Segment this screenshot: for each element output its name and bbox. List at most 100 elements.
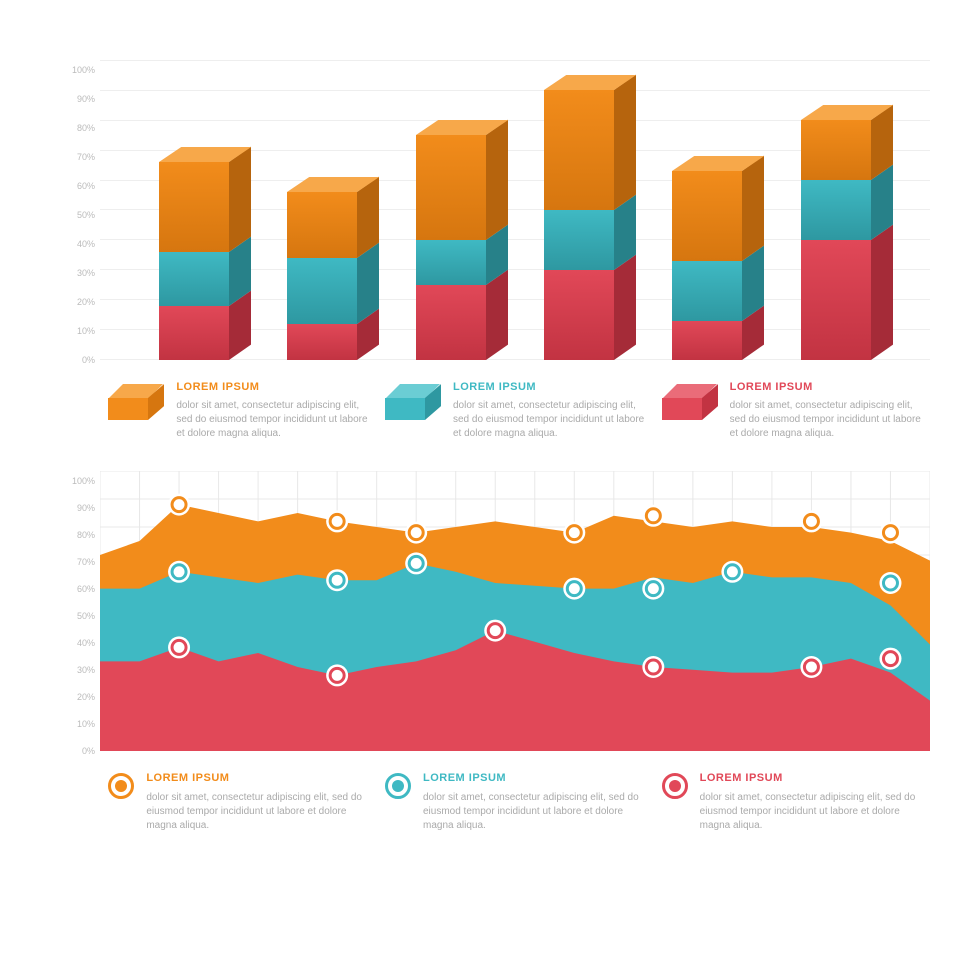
legend-item-orange: LOREM IPSUMdolor sit amet, consectetur a… [108, 771, 368, 832]
area-marker-orange [563, 522, 585, 544]
bar-segment-orange [801, 120, 871, 180]
bar-segment-red [287, 324, 357, 360]
bar-top-cap [287, 177, 357, 192]
y-tick-label: 70% [50, 557, 95, 567]
legend-title: LOREM IPSUM [730, 380, 922, 395]
bar-segment-teal [801, 180, 871, 240]
y-tick-label: 10% [50, 326, 95, 336]
legend-title: LOREM IPSUM [700, 771, 922, 786]
y-tick-label: 30% [50, 665, 95, 675]
bar [544, 90, 614, 360]
bar [159, 162, 229, 360]
area-marker-teal [721, 561, 743, 583]
y-tick-label: 20% [50, 692, 95, 702]
bar-chart-legend: LOREM IPSUM dolor sit amet, consectetur a… [100, 380, 930, 441]
area-marker-orange [168, 494, 190, 516]
y-tick-label: 10% [50, 719, 95, 729]
area-marker-red [326, 665, 348, 687]
y-tick-label: 70% [50, 152, 95, 162]
y-tick-label: 20% [50, 297, 95, 307]
legend-item-teal: LOREM IPSUM dolor sit amet, consectetur a… [385, 380, 645, 441]
y-tick-label: 100% [50, 65, 95, 75]
y-tick-label: 50% [50, 210, 95, 220]
bar-chart: 0%10%20%30%40%50%60%70%80%90%100% [100, 60, 930, 360]
bar-segment-red [159, 306, 229, 360]
legend-circle-icon [662, 773, 688, 799]
y-tick-label: 80% [50, 530, 95, 540]
legend-text: LOREM IPSUM dolor sit amet, consectetur a… [176, 380, 368, 441]
bar-chart-y-axis: 0%10%20%30%40%50%60%70%80%90%100% [50, 60, 95, 360]
legend-cube-icon [662, 384, 718, 424]
y-tick-label: 90% [50, 503, 95, 513]
bar-segment-red [416, 285, 486, 360]
bar-top-cap [801, 105, 871, 120]
legend-cube-icon [385, 384, 441, 424]
legend-title: LOREM IPSUM [423, 771, 645, 786]
bar-segment-red [672, 321, 742, 360]
legend-body: dolor sit amet, consectetur adipiscing e… [700, 791, 922, 833]
area-marker-red [168, 637, 190, 659]
y-tick-label: 0% [50, 355, 95, 365]
legend-body: dolor sit amet, consectetur adipiscing e… [176, 399, 368, 441]
bar-segment-teal [287, 258, 357, 324]
legend-text: LOREM IPSUMdolor sit amet, consectetur a… [146, 771, 368, 832]
area-marker-teal [879, 572, 901, 594]
bar-segment-orange [287, 192, 357, 258]
legend-body: dolor sit amet, consectetur adipiscing e… [453, 399, 645, 441]
y-tick-label: 90% [50, 94, 95, 104]
y-tick-label: 60% [50, 181, 95, 191]
legend-text: LOREM IPSUM dolor sit amet, consectetur a… [700, 771, 922, 832]
bar-top-cap [544, 75, 614, 90]
legend-title: LOREM IPSUM [453, 380, 645, 395]
bar-segment-orange [416, 135, 486, 240]
legend-circle-icon [108, 773, 134, 799]
legend-body: dolor sit amet, consectetur adipiscing e… [730, 399, 922, 441]
area-marker-red [879, 648, 901, 670]
area-chart: 0%10%20%30%40%50%60%70%80%90%100% [100, 471, 930, 751]
bar [287, 192, 357, 360]
bar [416, 135, 486, 360]
y-tick-label: 30% [50, 268, 95, 278]
area-marker-teal [326, 570, 348, 592]
bar [672, 171, 742, 360]
y-tick-label: 40% [50, 638, 95, 648]
y-tick-label: 0% [50, 746, 95, 756]
bar-segment-orange [159, 162, 229, 252]
area-marker-teal [563, 578, 585, 600]
area-marker-red [800, 656, 822, 678]
area-marker-orange [800, 511, 822, 533]
legend-text: LOREM IPSUM dolor sit amet, consectetur a… [423, 771, 645, 832]
legend-item-teal: LOREM IPSUM dolor sit amet, consectetur a… [385, 771, 645, 832]
bar-segment-orange [544, 90, 614, 210]
legend-cube-icon [108, 384, 164, 424]
area-marker-orange [326, 511, 348, 533]
area-chart-legend: LOREM IPSUM dolor sit amet, consectetur a… [100, 771, 930, 832]
area-chart-plot [100, 471, 930, 751]
area-marker-orange [642, 505, 664, 527]
area-chart-y-axis: 0%10%20%30%40%50%60%70%80%90%100% [50, 471, 95, 751]
y-tick-label: 40% [50, 239, 95, 249]
area-marker-teal [642, 578, 664, 600]
bar-top-cap [159, 147, 229, 162]
bar-segment-orange [672, 171, 742, 261]
bar-segment-red [801, 240, 871, 360]
bar-chart-bars [100, 60, 930, 360]
legend-text: LOREM IPSUM dolor sit amet, consectetur a… [730, 380, 922, 441]
area-marker-orange [405, 522, 427, 544]
legend-title: LOREM IPSUM [176, 380, 368, 395]
y-tick-label: 80% [50, 123, 95, 133]
area-marker-red [642, 656, 664, 678]
legend-body: dolor sit amet, consectetur adipiscing e… [423, 791, 645, 833]
legend-text: LOREM IPSUM dolor sit amet, consectetur a… [453, 380, 645, 441]
bar-segment-teal [672, 261, 742, 321]
legend-item-red: LOREM IPSUM dolor sit amet, consectetur a… [662, 380, 922, 441]
bar [801, 120, 871, 360]
bar-segment-red [544, 270, 614, 360]
legend-item-orange: LOREM IPSUM dolor sit amet, consectetur a… [108, 380, 368, 441]
bar-segment-teal [544, 210, 614, 270]
bar-top-cap [672, 156, 742, 171]
legend-title: LOREM IPSUM [146, 771, 368, 786]
area-marker-teal [168, 561, 190, 583]
legend-circle-icon [385, 773, 411, 799]
y-tick-label: 100% [50, 476, 95, 486]
